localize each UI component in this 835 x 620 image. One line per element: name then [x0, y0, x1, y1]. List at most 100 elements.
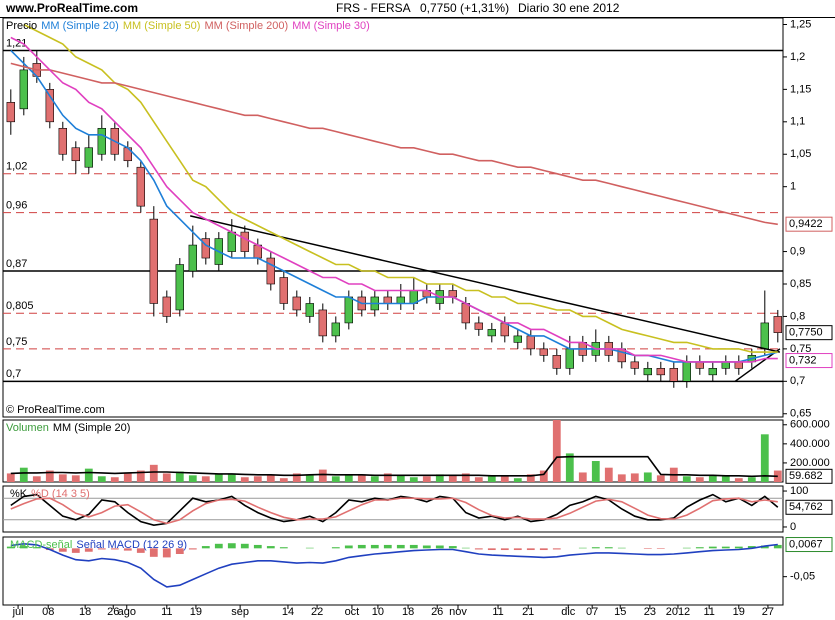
panel-frame	[2, 419, 784, 483]
candle-body	[305, 303, 314, 317]
macd-bar	[526, 548, 535, 551]
legend-entry: MM (Simple 50)	[123, 20, 201, 32]
y-tick-label: 400.000	[790, 438, 830, 450]
site-name: www.ProRealTime.com	[5, 1, 138, 15]
macd-bar	[6, 546, 15, 549]
candle-body	[227, 231, 236, 252]
macd-bar	[97, 548, 106, 550]
candle-body	[240, 231, 249, 252]
macd-bar	[656, 548, 665, 549]
y-tick-label: 1,1	[790, 116, 805, 128]
y-tick-label: -0,05	[790, 571, 815, 583]
candle-body	[656, 368, 666, 376]
volume-bar	[422, 476, 431, 482]
candle-body	[201, 238, 210, 259]
y-tick-label: 0,75	[790, 343, 811, 355]
volume-bar	[201, 476, 210, 482]
legend-entry: %D (14 3 5)	[31, 488, 90, 500]
volume-bar	[45, 470, 54, 482]
candle-body	[175, 264, 184, 311]
macd-bar	[461, 547, 470, 549]
panel-frame	[2, 536, 784, 606]
y-tick-label: 0,8	[790, 310, 805, 322]
volume-bar	[110, 477, 119, 482]
macd-bar	[305, 547, 314, 549]
volume-bar	[32, 476, 41, 482]
series-line	[23, 23, 778, 353]
x-tick-label: 21	[522, 606, 534, 618]
candle-body	[669, 368, 679, 382]
macd-bar	[578, 547, 587, 549]
macd-bar	[19, 546, 28, 549]
volume-bar	[396, 475, 405, 482]
macd-bar	[110, 548, 119, 550]
last-value-box	[785, 353, 833, 369]
footer: © ProRealTime.com	[6, 404, 105, 416]
volume-bar	[370, 476, 379, 482]
candle-body	[552, 355, 562, 369]
volume-bar	[409, 477, 418, 482]
candle-body	[383, 296, 392, 304]
y-tick-label: 1,15	[790, 83, 811, 95]
macd-bar	[58, 548, 67, 552]
y-tick-label: 0	[790, 521, 796, 533]
candle-body	[526, 335, 536, 350]
x-tick-label: dic	[561, 606, 576, 618]
candle-body	[266, 257, 275, 285]
macd-bar	[188, 548, 197, 550]
series-line	[10, 62, 778, 226]
y-tick-label: 1	[790, 181, 796, 193]
macd-bar	[331, 547, 340, 549]
volume-bar	[6, 473, 15, 482]
volume-bar	[136, 470, 145, 482]
last-value-label: 54,762	[789, 501, 823, 513]
macd-bar	[266, 546, 275, 549]
volume-bar	[682, 476, 691, 482]
candle-body	[695, 361, 705, 369]
macd-bar	[591, 547, 600, 549]
volume-bar	[721, 476, 730, 482]
volume-bar	[71, 475, 80, 482]
x-tick-label: 14	[282, 606, 294, 618]
macd-bar	[123, 548, 132, 551]
macd-bar	[71, 548, 80, 553]
candle-body	[136, 166, 145, 207]
macd-bar	[162, 548, 171, 558]
candle-body	[487, 329, 496, 337]
candle-body	[461, 303, 470, 324]
x-tick-label: 19	[190, 606, 202, 618]
volume-bar	[747, 477, 756, 482]
last-value-box	[785, 216, 833, 232]
volume-bar	[708, 475, 717, 482]
x-tick-label: 26	[107, 606, 119, 618]
trend-line	[190, 215, 781, 353]
x-tick-label: 27	[762, 606, 774, 618]
last-value-box	[785, 468, 833, 484]
macd-bar	[734, 546, 743, 549]
legend-entry: %K	[10, 488, 28, 500]
x-tick-label: 11	[703, 606, 714, 618]
macd-bar	[760, 545, 769, 549]
last-value-label: 0,0067	[789, 538, 823, 550]
x-tick-label: 15	[614, 606, 626, 618]
legend-entry: MACD-señal	[10, 539, 72, 551]
candle-body	[734, 361, 744, 369]
volume-bar	[630, 473, 639, 482]
candle-body	[773, 316, 783, 333]
candle-body	[71, 147, 81, 162]
candle-body	[149, 218, 158, 304]
volume-bar	[266, 475, 275, 482]
macd-bar	[201, 546, 210, 549]
legend: MACD-señal Señal MACD (12 26 9)	[10, 539, 187, 551]
macd-bar	[396, 544, 405, 549]
macd-bar	[240, 543, 249, 549]
volume-bar	[227, 473, 236, 482]
candle-body	[682, 361, 692, 382]
macd-bar	[539, 548, 548, 551]
last-value-box	[785, 499, 833, 515]
volume-bar	[58, 474, 67, 482]
macd-bar	[253, 544, 262, 549]
macd-bar	[552, 548, 561, 550]
